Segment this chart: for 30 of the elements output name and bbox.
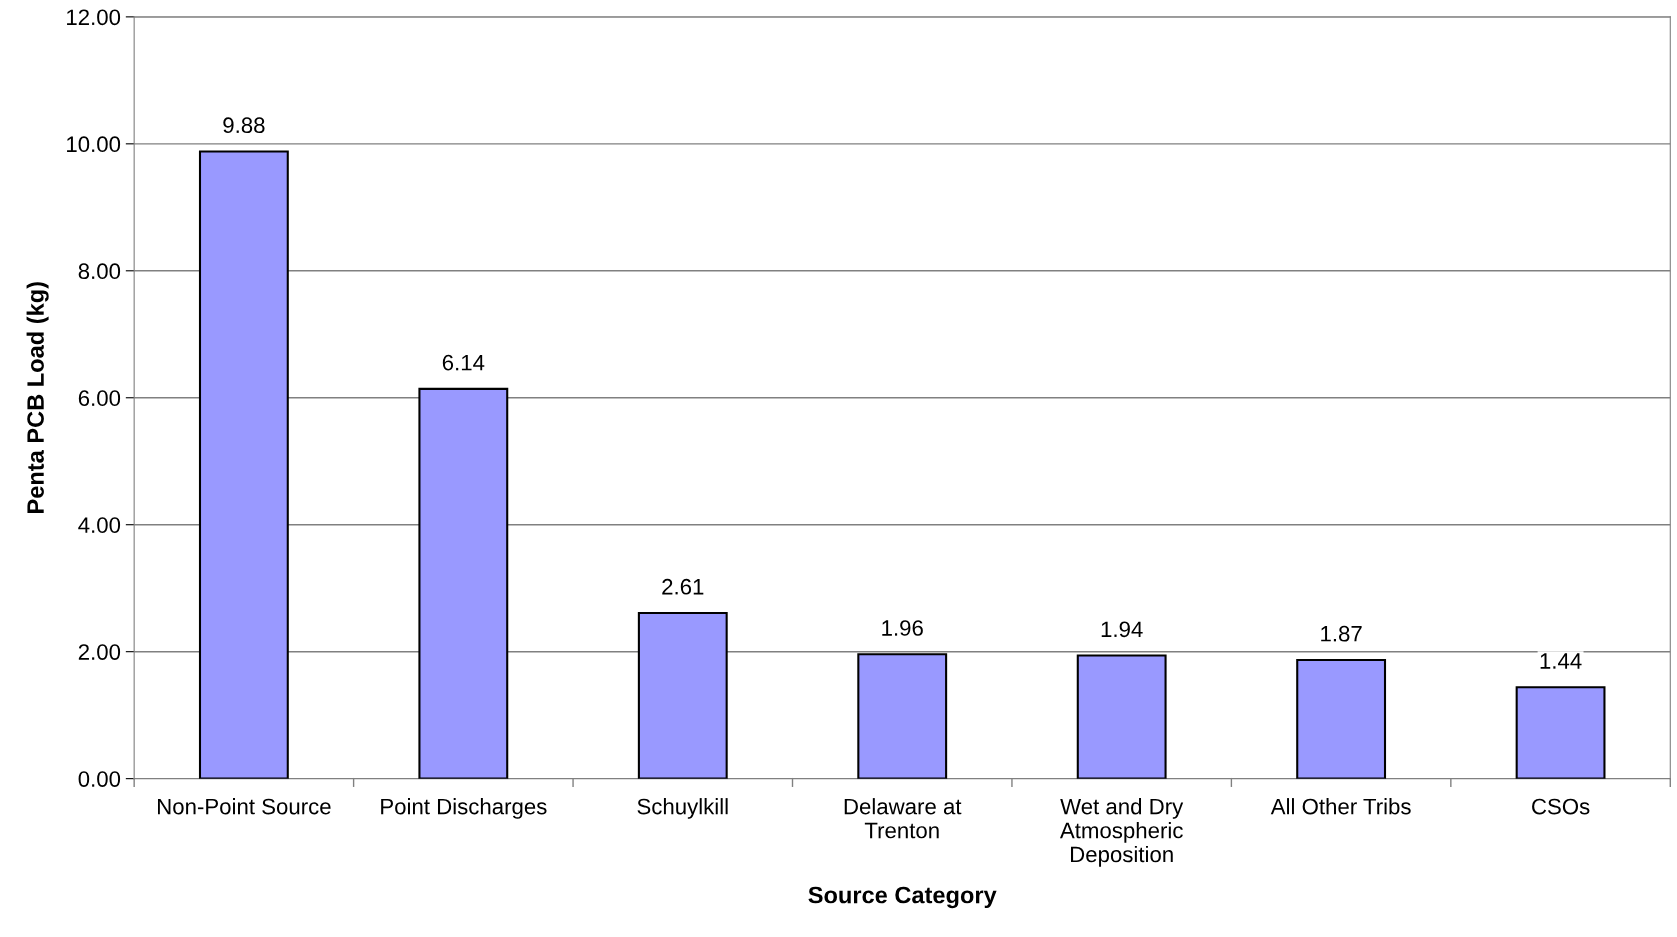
- bar: [198, 150, 289, 779]
- bar: [637, 611, 728, 779]
- x-tick-label: Point Discharges: [381, 798, 547, 819]
- bar: [1076, 654, 1167, 779]
- data-label: 6.14: [442, 354, 485, 371]
- x-axis-title: Source Category: [808, 886, 997, 909]
- data-label: 1.94: [1101, 621, 1143, 638]
- bar: [1296, 658, 1387, 779]
- data-label: 9.88: [223, 117, 265, 134]
- x-tick-label: Schuylkill: [637, 798, 728, 819]
- x-tick-label: All Other Tribs: [1270, 798, 1411, 815]
- y-tick-label: 10.00: [67, 136, 121, 153]
- data-label: 2.61: [662, 578, 704, 595]
- y-tick-label: 8.00: [78, 263, 121, 280]
- x-tick-label: CSOs: [1532, 798, 1590, 815]
- y-tick-label: 4.00: [78, 517, 121, 533]
- data-label: 1.96: [882, 620, 923, 636]
- data-label: 1.87: [1321, 625, 1362, 642]
- bar: [418, 387, 509, 779]
- bar: [857, 653, 948, 779]
- x-tick-label: Wet and Dry Atmospheric Deposition: [1059, 798, 1184, 867]
- y-tick-label: 2.00: [78, 644, 121, 660]
- y-tick-label: 12.00: [67, 9, 121, 26]
- y-axis-title: Penta PCB Load (kg): [26, 282, 49, 513]
- x-tick-label: Non-Point Source: [158, 798, 331, 815]
- y-tick-label: 6.00: [78, 390, 121, 407]
- y-tick-label: 0.00: [78, 771, 121, 787]
- x-tick-label: Delaware at Trenton: [844, 798, 962, 839]
- data-label: 1.44: [1540, 653, 1582, 669]
- bar: [1515, 686, 1606, 779]
